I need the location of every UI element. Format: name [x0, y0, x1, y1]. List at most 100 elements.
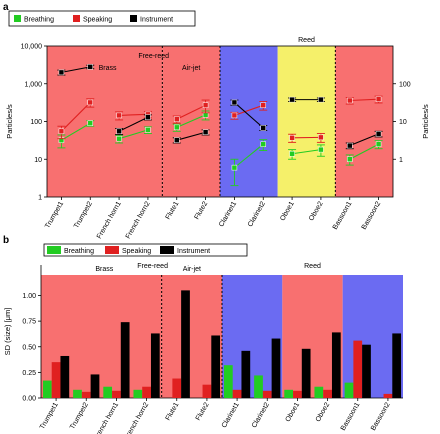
- data-point: [87, 120, 93, 126]
- bar: [392, 333, 402, 398]
- annotation-reed: Reed: [298, 37, 315, 44]
- x-tick-label: Flute2: [195, 401, 211, 421]
- series-line: [119, 113, 148, 116]
- group-bg-oboe: [277, 46, 336, 197]
- data-point: [116, 112, 122, 119]
- x-tick-label: Trumpet2: [73, 200, 94, 229]
- bar: [60, 355, 70, 398]
- group-label-brass: Brass: [95, 266, 113, 273]
- x-tick-label: French horn1: [93, 401, 120, 434]
- legend-swatch: [73, 15, 80, 22]
- data-point: [58, 69, 65, 76]
- x-tick-label: Oboe2: [308, 200, 325, 222]
- x-tick-label: Clarinet1: [218, 200, 238, 228]
- legend-box: [8, 10, 196, 27]
- y-tick-label-right: 100: [399, 81, 411, 88]
- data-point: [375, 131, 382, 137]
- data-point: [202, 129, 209, 135]
- y-axis-label: SD (size) [μm]: [3, 308, 12, 356]
- legend-label: Breathing: [64, 248, 94, 255]
- panel-a-letter: a: [3, 2, 9, 13]
- x-tick-label: Clarinet2: [251, 401, 271, 429]
- data-point: [58, 128, 65, 135]
- bar: [81, 391, 91, 398]
- legend-box: [43, 243, 248, 257]
- x-tick-label: French horn2: [125, 200, 152, 240]
- panel-a: a 1 10 100 1,000 10,000 1 10 100 Particles/s Parti…: [3, 2, 430, 240]
- data-point: [145, 114, 151, 120]
- data-point: [174, 137, 180, 143]
- data-point: [289, 150, 295, 157]
- panel-b-letter: b: [3, 235, 9, 246]
- series-breathing: [42, 365, 354, 398]
- legend-swatch: [160, 246, 174, 254]
- data-point: [347, 97, 353, 104]
- bar: [331, 332, 341, 398]
- x-tick-label: Trumpet1: [39, 401, 60, 430]
- x-tick-label: Bassoon1: [340, 401, 362, 432]
- y-tick-label: 1: [38, 195, 42, 202]
- bar: [73, 389, 82, 398]
- bar: [293, 390, 302, 398]
- x-tick-label: Clarinet2: [247, 200, 267, 228]
- bar: [353, 340, 363, 398]
- series-line: [234, 143, 264, 169]
- legend-label: Instrument: [177, 248, 210, 255]
- series-line: [176, 114, 206, 128]
- x-tick-label: Flute1: [165, 401, 181, 421]
- bar: [271, 338, 281, 398]
- bar: [383, 393, 393, 398]
- data-point: [375, 141, 382, 147]
- bar: [232, 389, 242, 398]
- series-line: [349, 133, 379, 147]
- bar: [223, 365, 233, 398]
- bar: [323, 389, 332, 398]
- bar: [90, 374, 100, 398]
- x-tick-label: Oboe1: [279, 200, 296, 222]
- y-tick-label: 0.25: [22, 370, 36, 377]
- y-tick-label: 0.00: [22, 396, 36, 403]
- data-point: [87, 99, 93, 106]
- bar: [42, 380, 52, 398]
- y-tick-label: 10: [34, 157, 42, 164]
- y-tick-label-right: 1: [399, 157, 403, 164]
- x-tick-label: Bassoon2: [361, 200, 383, 231]
- series-line: [61, 66, 91, 73]
- data-point: [231, 164, 238, 171]
- series-speaking: [51, 340, 393, 398]
- legend-label: Instrument: [140, 17, 173, 24]
- series-line: [176, 131, 206, 141]
- legend-label: Speaking: [122, 248, 151, 255]
- x-tick-label: French horn2: [123, 401, 150, 434]
- data-point: [231, 99, 238, 106]
- legend-b: Breathing Speaking Instrument: [43, 243, 248, 257]
- bar: [344, 382, 354, 398]
- bar: [254, 375, 263, 398]
- series-speaking: [57, 95, 383, 143]
- legend-swatch: [105, 246, 119, 254]
- data-point: [289, 135, 295, 141]
- data-point: [318, 146, 324, 153]
- annotation-free-reed: Free-reed: [137, 263, 168, 270]
- panel-b: b 0.00 0.25 0.50 0.75 1.00 SD (size) [μm] Trump…: [3, 235, 403, 434]
- y-tick-label: 1.00: [22, 293, 36, 300]
- series-line: [176, 104, 206, 120]
- annotation-reed: Reed: [304, 263, 321, 270]
- data-point: [87, 64, 93, 70]
- bar: [150, 333, 160, 398]
- x-tick-label: Trumpet1: [44, 200, 65, 229]
- x-tick-label: Clarinet1: [221, 401, 241, 429]
- data-point: [289, 96, 295, 103]
- series-line: [118, 129, 149, 140]
- data-point: [375, 96, 382, 102]
- legend-swatch: [47, 246, 61, 254]
- data-point: [347, 156, 353, 162]
- data-point: [116, 128, 122, 135]
- data-point: [260, 125, 266, 131]
- data-point: [174, 116, 180, 122]
- y-tick-label: 1,000: [24, 81, 42, 88]
- data-point: [347, 142, 353, 149]
- group-label-airjet: Air-jet: [183, 266, 201, 273]
- bar: [314, 386, 324, 398]
